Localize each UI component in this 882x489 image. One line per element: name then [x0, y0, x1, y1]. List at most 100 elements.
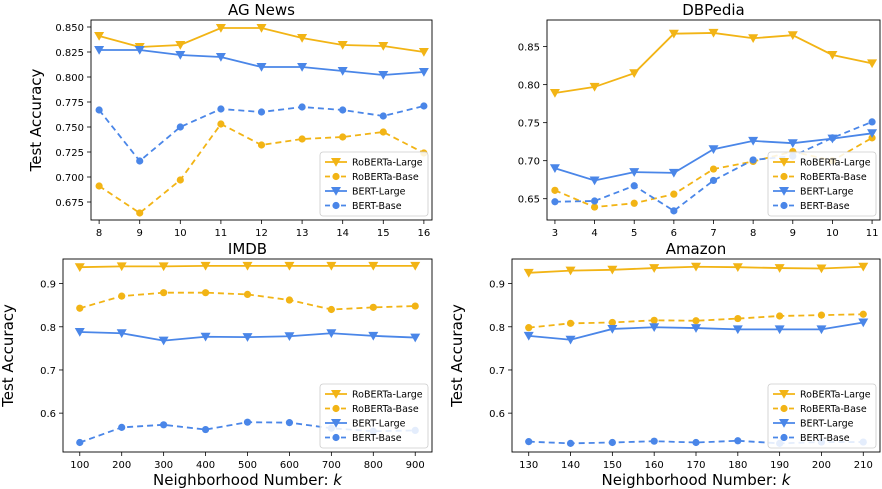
data-point	[243, 418, 252, 426]
data-point	[749, 156, 757, 164]
data-point	[410, 333, 421, 343]
plot-frame	[90, 19, 433, 221]
data-point	[787, 31, 798, 40]
data-point	[858, 318, 869, 328]
legend-frame	[319, 383, 429, 449]
series-roberta-base	[76, 289, 419, 314]
data-point	[297, 63, 308, 72]
data-point	[368, 261, 379, 271]
data-point	[284, 261, 295, 271]
data-point	[217, 105, 225, 113]
x-tick-label: 140	[561, 460, 580, 471]
legend-label: RoBERTa-Base	[352, 172, 419, 183]
data-point	[285, 296, 294, 304]
data-point	[868, 118, 876, 126]
y-tick-label: 0.675	[55, 198, 84, 209]
legend-marker	[332, 433, 340, 442]
data-point	[297, 34, 308, 43]
x-axis-label-variable: k	[333, 471, 343, 489]
legend: RoBERTa-Large RoBERTa-Base BERT-Large BERT-…	[767, 151, 877, 217]
legend: RoBERTa-Large RoBERTa-Base BERT-Large BERT-…	[319, 151, 429, 217]
series-bert-large	[74, 327, 421, 346]
y-tick-label: 0.850	[55, 23, 84, 34]
series-line	[79, 291, 416, 311]
legend-marker	[780, 172, 788, 181]
data-point	[859, 310, 867, 318]
data-point	[708, 145, 719, 155]
data-point	[418, 68, 429, 77]
data-point	[160, 421, 168, 429]
legend-label: BERT-Large	[800, 419, 854, 430]
legend-frame	[767, 151, 877, 217]
chart-panel: Amazon 0.6 0.7 0.8 0.9 130 140 150 160 170 180 190 2…	[448, 240, 881, 489]
data-point	[368, 331, 379, 341]
series-roberta-large	[523, 262, 869, 278]
x-tick-label: 11	[215, 228, 228, 239]
data-point	[285, 419, 294, 427]
legend-frame	[767, 383, 877, 449]
data-point	[589, 176, 600, 186]
legend-marker	[779, 419, 789, 428]
data-point	[118, 292, 126, 300]
data-point	[734, 437, 742, 445]
x-tick-label: 130	[519, 460, 538, 471]
legend-marker	[779, 187, 789, 196]
data-point	[201, 289, 210, 297]
data-point	[326, 261, 337, 271]
chart-title: AG News	[228, 1, 295, 19]
legend-marker	[332, 404, 340, 413]
data-point	[649, 323, 660, 332]
data-point	[95, 182, 103, 190]
legend-marker	[331, 187, 341, 196]
y-tick-label: 0.700	[55, 173, 84, 184]
chart-panel: IMDB 0.6 0.7 0.8 0.9 100 200 300 400 500 600 700 800…	[0, 240, 433, 489]
data-point	[339, 133, 347, 141]
plot-frame	[62, 258, 433, 453]
y-tick-label: 0.70	[518, 157, 540, 168]
data-point	[590, 197, 599, 205]
data-point	[867, 129, 878, 139]
x-tick-label: 16	[418, 228, 431, 239]
x-tick-label: 6	[671, 228, 677, 239]
data-point	[668, 168, 679, 178]
data-point	[94, 32, 105, 41]
data-point	[525, 324, 533, 332]
x-axis-label: Neighborhood Number: k	[602, 471, 792, 489]
x-axis-label-variable: k	[782, 471, 792, 489]
series-roberta-large	[549, 28, 878, 98]
y-tick-label: 0.85	[518, 43, 540, 54]
data-point	[670, 190, 678, 198]
data-point	[732, 325, 743, 335]
data-point	[420, 102, 428, 110]
y-axis-label: Test Accuracy	[448, 304, 466, 408]
series-line	[528, 439, 864, 445]
x-tick-label: 10	[826, 228, 839, 239]
data-point	[379, 128, 387, 136]
legend-marker	[779, 390, 789, 399]
legend-label: BERT-Base	[352, 433, 402, 444]
y-tick-label: 0.9	[489, 280, 505, 291]
x-tick-label: 11	[866, 228, 879, 239]
data-point	[566, 439, 575, 447]
legend-label: BERT-Large	[352, 419, 406, 430]
data-point	[378, 42, 389, 51]
data-point	[549, 164, 560, 174]
legend-label: BERT-Base	[352, 201, 402, 212]
data-point	[709, 165, 718, 173]
data-point	[523, 268, 534, 278]
data-point	[565, 335, 576, 345]
x-tick-label: 8	[750, 228, 756, 239]
data-point	[691, 324, 701, 333]
plot-frame	[511, 258, 881, 453]
legend-marker	[331, 390, 341, 399]
data-point	[116, 262, 127, 272]
x-tick-label: 200	[812, 460, 831, 471]
data-point	[411, 302, 419, 310]
legend-marker	[332, 172, 340, 181]
legend-label: BERT-Large	[800, 187, 854, 198]
data-point	[134, 46, 145, 55]
legend-marker	[780, 201, 788, 210]
data-point	[339, 106, 347, 114]
chart-panel: DBPedia 0.65 0.70 0.75 0.80 0.85 3 4 5 6 7 8 9 10 11 Ro…	[518, 1, 881, 239]
